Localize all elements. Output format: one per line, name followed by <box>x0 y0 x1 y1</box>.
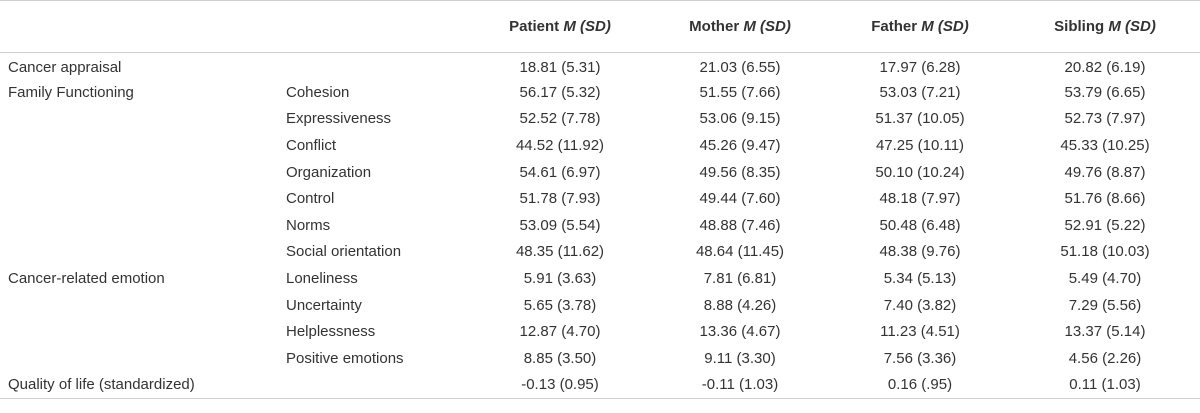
cell-father: 5.34 (5.13) <box>883 270 957 288</box>
cell-patient: 51.78 (7.93) <box>519 190 601 208</box>
cell-father: 50.10 (10.24) <box>875 163 965 181</box>
header-patient: Patient M (SD) <box>470 0 650 53</box>
row-subscale: Uncertainty <box>286 296 362 314</box>
table-row: Positive emotions 8.85 (3.50) 9.11 (3.30… <box>0 345 1200 372</box>
cell-patient: 5.65 (3.78) <box>523 296 597 314</box>
cell-sibling: 52.73 (7.97) <box>1064 110 1146 128</box>
row-subscale: Social orientation <box>286 243 402 261</box>
table-row: Cancer-related emotion Loneliness 5.91 (… <box>0 265 1200 292</box>
cell-patient: 48.35 (11.62) <box>515 243 605 261</box>
table-row: Social orientation 48.35 (11.62) 48.64 (… <box>0 239 1200 266</box>
cell-patient: 56.17 (5.32) <box>519 83 601 101</box>
cell-sibling: 0.11 (1.03) <box>1010 371 1200 399</box>
table-row: Expressiveness 52.52 (7.78) 53.06 (9.15)… <box>0 106 1200 133</box>
row-category: Family Functioning <box>8 83 134 101</box>
row-category <box>0 185 276 212</box>
cell-mother: 49.44 (7.60) <box>699 190 781 208</box>
cell-sibling: 45.33 (10.25) <box>1060 137 1150 155</box>
descriptive-stats-table: Patient M (SD) Mother M (SD) Father M (S… <box>0 0 1200 399</box>
cell-sibling: 5.49 (4.70) <box>1068 270 1142 288</box>
cell-patient: 44.52 (11.92) <box>515 137 605 155</box>
table-header-row: Patient M (SD) Mother M (SD) Father M (S… <box>0 0 1200 53</box>
cell-father: 7.56 (3.36) <box>883 349 957 367</box>
cell-patient: 53.09 (5.54) <box>519 216 601 234</box>
cell-father: 0.16 (.95) <box>830 371 1010 399</box>
cell-mother: 48.88 (7.46) <box>699 216 781 234</box>
row-subscale: Control <box>286 190 335 208</box>
cell-sibling: 52.91 (5.22) <box>1064 216 1146 234</box>
cell-father: 48.38 (9.76) <box>879 243 961 261</box>
cell-father: 48.18 (7.97) <box>879 190 961 208</box>
row-category <box>0 132 276 159</box>
cell-sibling: 51.76 (8.66) <box>1064 190 1146 208</box>
cell-sibling: 51.18 (10.03) <box>1060 243 1150 261</box>
table-row: Norms 53.09 (5.54) 48.88 (7.46) 50.48 (6… <box>0 212 1200 239</box>
row-category <box>0 292 276 319</box>
header-empty-subscale <box>276 0 470 53</box>
table-row: Organization 54.61 (6.97) 49.56 (8.35) 5… <box>0 159 1200 186</box>
cell-patient: 52.52 (7.78) <box>519 110 601 128</box>
cell-sibling: 7.29 (5.56) <box>1068 296 1142 314</box>
row-category <box>0 239 276 266</box>
cell-mother: 49.56 (8.35) <box>699 163 781 181</box>
row-category: Quality of life (standardized) <box>0 371 276 399</box>
cell-father: 17.97 (6.28) <box>879 59 961 77</box>
row-category: Cancer appraisal <box>8 59 122 77</box>
header-mother: Mother M (SD) <box>650 0 830 53</box>
cell-mother: 45.26 (9.47) <box>699 137 781 155</box>
row-subscale: Conflict <box>286 137 337 155</box>
cell-sibling: 53.79 (6.65) <box>1064 83 1146 101</box>
header-father: Father M (SD) <box>830 0 1010 53</box>
cell-father: 47.25 (10.11) <box>875 137 965 155</box>
cell-mother: 8.88 (4.26) <box>703 296 777 314</box>
row-subscale: Norms <box>286 216 331 234</box>
cell-sibling: 13.37 (5.14) <box>1064 323 1146 341</box>
row-category <box>0 318 276 345</box>
header-sibling: Sibling M (SD) <box>1010 0 1200 53</box>
cell-sibling: 49.76 (8.87) <box>1064 163 1146 181</box>
cell-patient: -0.13 (0.95) <box>470 371 650 399</box>
table-row: Cancer appraisal 18.81 (5.31) 21.03 (6.5… <box>0 53 1200 80</box>
cell-father: 11.23 (4.51) <box>880 323 960 341</box>
table-row: Uncertainty 5.65 (3.78) 8.88 (4.26) 7.40… <box>0 292 1200 319</box>
row-category <box>0 159 276 186</box>
table-row: Family Functioning Cohesion 56.17 (5.32)… <box>0 79 1200 106</box>
row-subscale <box>276 53 470 80</box>
table-row: Helplessness 12.87 (4.70) 13.36 (4.67) 1… <box>0 318 1200 345</box>
row-category: Cancer-related emotion <box>8 270 165 288</box>
cell-mother: 9.11 (3.30) <box>704 349 776 367</box>
cell-patient: 5.91 (3.63) <box>523 270 597 288</box>
cell-mother: 48.64 (11.45) <box>695 243 785 261</box>
row-subscale: Helplessness <box>286 323 376 341</box>
cell-sibling: 20.82 (6.19) <box>1064 59 1146 77</box>
header-empty-category <box>0 0 276 53</box>
cell-mother: 7.81 (6.81) <box>703 270 777 288</box>
table-row: Quality of life (standardized) -0.13 (0.… <box>0 371 1200 399</box>
row-subscale: Expressiveness <box>286 110 392 128</box>
cell-sibling: 4.56 (2.26) <box>1068 349 1142 367</box>
row-category <box>0 345 276 372</box>
row-subscale: Loneliness <box>286 270 358 288</box>
row-category <box>0 106 276 133</box>
cell-mother: 13.36 (4.67) <box>699 323 781 341</box>
table-row: Control 51.78 (7.93) 49.44 (7.60) 48.18 … <box>0 185 1200 212</box>
cell-mother: 53.06 (9.15) <box>699 110 781 128</box>
cell-father: 50.48 (6.48) <box>879 216 961 234</box>
cell-patient: 12.87 (4.70) <box>519 323 601 341</box>
row-subscale: Positive emotions <box>286 349 404 367</box>
cell-father: 51.37 (10.05) <box>875 110 965 128</box>
cell-father: 53.03 (7.21) <box>879 83 961 101</box>
cell-mother: 21.03 (6.55) <box>699 59 781 77</box>
cell-patient: 18.81 (5.31) <box>519 59 601 77</box>
row-category <box>0 212 276 239</box>
row-subscale: Organization <box>286 163 372 181</box>
cell-patient: 54.61 (6.97) <box>519 163 601 181</box>
cell-mother: 51.55 (7.66) <box>699 83 781 101</box>
row-subscale <box>276 371 470 399</box>
row-subscale: Cohesion <box>286 83 350 101</box>
cell-father: 7.40 (3.82) <box>883 296 957 314</box>
cell-mother: -0.11 (1.03) <box>650 371 830 399</box>
table-row: Conflict 44.52 (11.92) 45.26 (9.47) 47.2… <box>0 132 1200 159</box>
cell-patient: 8.85 (3.50) <box>523 349 597 367</box>
